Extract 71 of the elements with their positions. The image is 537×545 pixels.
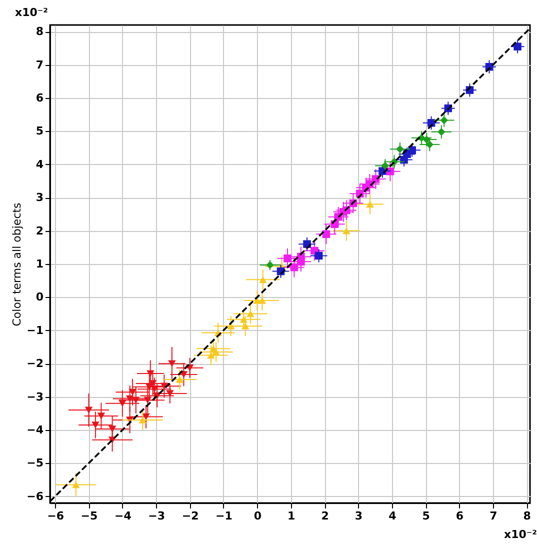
x-tick-label: −1 <box>216 510 232 522</box>
point <box>126 395 134 402</box>
y-tick-label: 2 <box>36 224 44 238</box>
x-tick-label: 2 <box>321 510 329 522</box>
y-tick-label: −3 <box>26 390 44 404</box>
y-tick-label: 4 <box>36 158 44 171</box>
x-tick-label: 5 <box>422 510 430 522</box>
y-tick-label: 8 <box>36 25 44 38</box>
point <box>72 481 80 488</box>
point <box>138 416 147 424</box>
point <box>240 316 248 323</box>
point <box>142 413 150 420</box>
x-tick-label: −2 <box>182 510 199 522</box>
y-tick-label: −4 <box>26 423 44 436</box>
point <box>227 322 235 330</box>
point <box>168 360 176 367</box>
point <box>148 380 157 387</box>
x-tick-label: 1 <box>288 510 296 522</box>
x-tick-label: 0 <box>254 510 262 522</box>
point <box>146 370 154 377</box>
x-tick-label: 3 <box>354 510 363 522</box>
point <box>144 396 152 404</box>
x-tick-label: −4 <box>114 510 132 522</box>
point <box>160 382 168 390</box>
point <box>166 390 174 397</box>
y-tick-label: 5 <box>36 124 44 138</box>
point <box>128 388 136 396</box>
y-tick-label: −2 <box>26 357 44 370</box>
point <box>259 276 267 283</box>
y-tick-label: −6 <box>26 490 44 503</box>
point <box>176 376 184 383</box>
x-tick-label: −3 <box>148 510 166 522</box>
point <box>108 426 116 432</box>
point <box>212 348 220 356</box>
x-tick-label: 8 <box>523 510 531 522</box>
x-tick-label: 7 <box>490 510 498 522</box>
point <box>396 145 404 154</box>
point <box>118 400 126 407</box>
point <box>366 200 374 208</box>
point <box>241 322 250 330</box>
point <box>314 252 323 260</box>
point <box>246 310 254 318</box>
point <box>97 412 106 420</box>
x-tick-label: 4 <box>388 510 397 522</box>
y-axis-title: Color terms all objects <box>10 202 24 326</box>
y-tick-label: 0 <box>36 290 44 304</box>
point <box>297 258 305 266</box>
y-tick-label: 7 <box>36 58 44 72</box>
point <box>84 406 93 414</box>
point <box>150 386 158 392</box>
point <box>440 116 448 124</box>
x-tick-label: −6 <box>47 510 64 522</box>
x-tick-label: 6 <box>456 510 464 522</box>
point <box>253 297 262 304</box>
point <box>284 254 292 262</box>
y-tick-label: 1 <box>36 258 44 270</box>
point <box>342 227 350 234</box>
point <box>381 162 390 170</box>
y-tick-label: −1 <box>26 324 44 337</box>
text: x10⁻² <box>504 528 537 541</box>
point <box>400 156 408 164</box>
point <box>207 352 215 359</box>
point <box>132 396 140 404</box>
y-tick-label: 3 <box>36 191 44 204</box>
y-tick-label: −5 <box>26 456 44 470</box>
text: x10⁻² <box>14 6 48 19</box>
y-tick-label: 6 <box>36 92 44 105</box>
x-tick-label: −5 <box>80 510 98 522</box>
point <box>438 128 446 136</box>
point <box>266 261 274 269</box>
point <box>92 422 100 428</box>
